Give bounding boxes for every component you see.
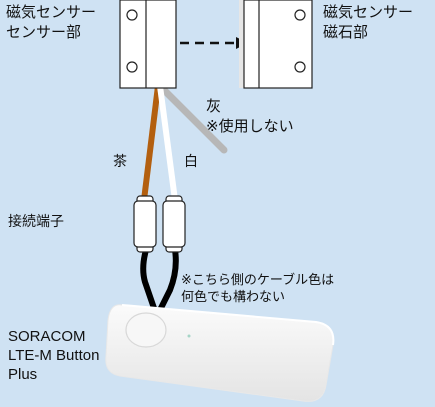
connection-terminal [133, 195, 186, 253]
sensor-unit-label-line1: 磁気センサー [6, 3, 97, 21]
screw-icon [294, 9, 306, 21]
screw-icon [294, 61, 306, 73]
screw-icon [126, 61, 138, 73]
cable-note-line2: 何色でも構わない [181, 290, 286, 305]
gray-wire-label: 灰 ※使用しない [206, 96, 294, 136]
button-device [105, 304, 335, 402]
brown-wire-label: 茶 [113, 154, 127, 170]
device-label-line3: Plus [8, 366, 38, 383]
magnet-unit-label: 磁気センサー 磁石部 [323, 2, 413, 42]
device-label-line1: SORACOM [8, 328, 86, 345]
device-label-line2: LTE-M Button [8, 347, 100, 364]
gray-wire-label-line2: ※使用しない [206, 117, 294, 135]
terminal-label: 接続端子 [8, 214, 64, 230]
magnet-unit-label-line1: 磁気センサー [323, 3, 414, 21]
white-wire-label: 白 [184, 154, 198, 170]
white-wire [157, 85, 178, 201]
magnet-unit [239, 0, 313, 89]
black-wire-left [140, 247, 159, 317]
cable-note: ※こちら側のケーブル色は 何色でも構わない [181, 272, 334, 306]
sensor-unit-label-line2: センサー部 [6, 23, 82, 41]
gray-wire [156, 82, 228, 154]
device-button-icon [125, 312, 167, 348]
black-wire-right [155, 247, 179, 317]
dashed-arrow [180, 37, 248, 49]
screw-icon [126, 9, 138, 21]
sensor-unit-label: 磁気センサー センサー部 [6, 2, 96, 42]
sensor-unit [119, 0, 177, 89]
led-icon [187, 334, 191, 338]
magnet-unit-label-line2: 磁石部 [323, 23, 369, 41]
cable-note-line1: ※こちら側のケーブル色は [181, 273, 335, 288]
brown-wire [141, 85, 161, 201]
gray-wire-label-line1: 灰 [206, 97, 222, 115]
device-label: SORACOM LTE-M Button Plus [8, 327, 99, 384]
